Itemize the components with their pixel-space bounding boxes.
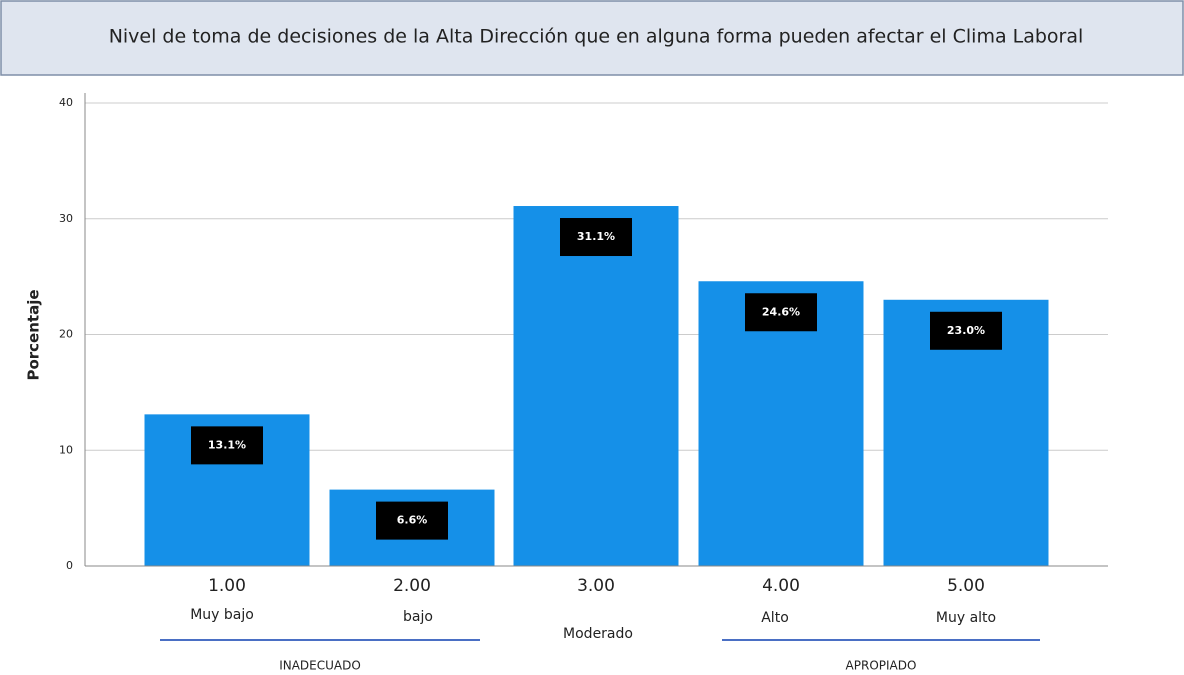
y-tick-label: 10 <box>59 443 73 456</box>
y-tick-label: 0 <box>66 559 73 572</box>
x-sublabel: Alto <box>761 610 789 626</box>
x-sublabel: Muy alto <box>936 610 996 626</box>
value-label: 23.0% <box>947 324 985 337</box>
value-label-box <box>745 293 817 332</box>
y-tick-label: 30 <box>59 212 73 225</box>
x-tick-label: 4.00 <box>762 576 800 596</box>
value-label-box <box>930 311 1002 350</box>
chart-title: Nivel de toma de decisiones de la Alta D… <box>109 26 1084 48</box>
value-label-box <box>560 218 632 257</box>
y-axis-label: Porcentaje <box>25 289 43 380</box>
group-label: APROPIADO <box>846 659 917 673</box>
bar <box>513 206 679 566</box>
y-tick-label: 40 <box>59 96 73 109</box>
value-label: 31.1% <box>577 230 615 243</box>
x-sublabel: Moderado <box>563 626 633 642</box>
x-tick-label: 1.00 <box>208 576 246 596</box>
y-tick-label: 20 <box>59 328 73 341</box>
value-label-box <box>191 426 263 465</box>
group-label: INADECUADO <box>279 659 361 673</box>
x-tick-label: 5.00 <box>947 576 985 596</box>
x-tick-label: 2.00 <box>393 576 431 596</box>
x-sublabel: Muy bajo <box>190 607 254 623</box>
value-label: 6.6% <box>397 514 428 527</box>
x-sublabel: bajo <box>403 609 433 625</box>
value-label: 24.6% <box>762 305 800 318</box>
value-label: 13.1% <box>208 438 246 451</box>
x-tick-label: 3.00 <box>577 576 615 596</box>
title-box <box>0 0 1184 76</box>
value-label-box <box>376 501 448 540</box>
